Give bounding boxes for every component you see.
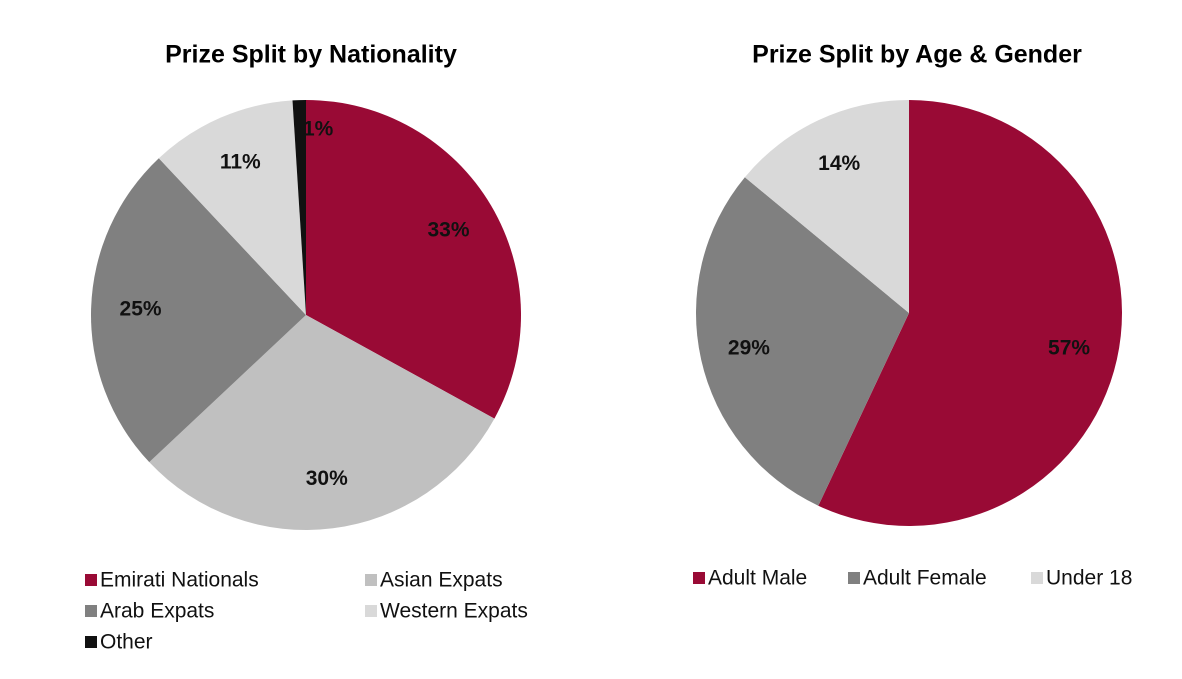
legend-swatch (85, 636, 97, 648)
legend-swatch (85, 605, 97, 617)
chart-title: Prize Split by Age & Gender (752, 41, 1082, 69)
legend-label: Western Expats (380, 600, 528, 623)
pie-slice (695, 177, 909, 506)
pie-slice (292, 100, 306, 315)
data-label: 11% (220, 151, 261, 174)
data-label: 30% (306, 467, 348, 490)
data-label: 1% (303, 118, 334, 141)
pie-slice (91, 158, 307, 463)
legend-swatch (693, 572, 705, 584)
pie-slice (158, 100, 306, 315)
pie-slice (149, 315, 495, 530)
data-label: 14% (818, 152, 860, 175)
data-label: 33% (427, 218, 469, 241)
pie-slice (818, 100, 1123, 527)
legend-swatch (848, 572, 860, 584)
data-label: 57% (1048, 336, 1090, 359)
legend-label: Under 18 (1046, 567, 1132, 590)
legend-swatch (85, 574, 97, 586)
pie-slice (306, 100, 521, 419)
legend-label: Arab Expats (100, 600, 214, 623)
legend-label: Emirati Nationals (100, 569, 259, 592)
legend-label: Asian Expats (380, 569, 503, 592)
data-label: 29% (728, 336, 770, 359)
chart-title: Prize Split by Nationality (165, 41, 457, 69)
legend-swatch (1031, 572, 1043, 584)
legend-swatch (365, 574, 377, 586)
legend-label: Other (100, 631, 153, 654)
legend-swatch (365, 605, 377, 617)
legend-label: Adult Male (708, 567, 807, 590)
data-label: 25% (120, 297, 162, 320)
legend-label: Adult Female (863, 567, 987, 590)
pie-slice (744, 100, 909, 313)
